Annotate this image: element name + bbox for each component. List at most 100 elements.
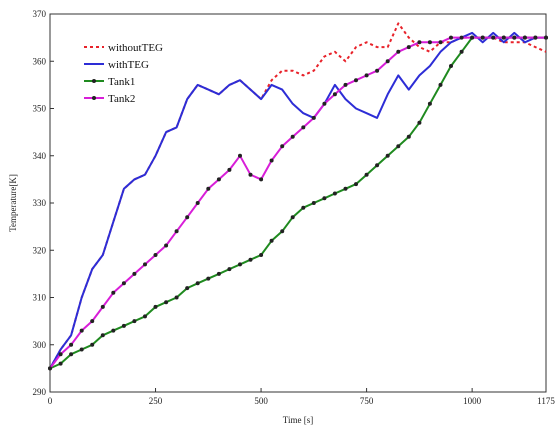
data-point-tank1: [143, 314, 147, 319]
data-point-tank2: [280, 144, 285, 149]
data-point-tank1: [58, 361, 63, 366]
x-tick-label: 250: [149, 396, 163, 406]
data-point-tank2: [427, 40, 432, 45]
data-point-tank1: [375, 163, 380, 168]
y-tick-label: 330: [33, 198, 47, 208]
data-point-tank2: [290, 134, 295, 139]
data-point-tank1: [427, 101, 432, 106]
data-point-tank2: [227, 167, 232, 172]
data-point-tank2: [417, 40, 422, 45]
data-point-tank1: [459, 49, 464, 54]
legend: withoutTEG withTEG Tank1 Tank2: [84, 42, 163, 105]
data-point-tank1: [238, 262, 242, 267]
data-point-tank2: [174, 229, 179, 234]
series-line-withoutteg: [49, 22, 547, 369]
y-tick-label: 310: [33, 293, 47, 303]
x-tick-label: 0: [48, 396, 53, 406]
data-point-tank2: [143, 262, 147, 267]
data-point-tank2: [206, 186, 211, 191]
y-tick-label: 290: [33, 387, 47, 397]
data-point-tank1: [206, 276, 211, 281]
data-point-tank2: [501, 35, 506, 40]
data-point-tank1: [406, 134, 411, 139]
data-point-tank2: [195, 201, 200, 205]
data-point-tank2: [322, 101, 327, 106]
data-point-tank1: [185, 286, 190, 291]
y-tick-label: 360: [33, 56, 47, 66]
x-axis-label: Time [s]: [283, 415, 313, 425]
data-point-tank2: [100, 304, 105, 309]
data-point-tank1: [301, 205, 306, 210]
plot-area: [49, 13, 547, 393]
data-point-tank1: [121, 323, 126, 328]
data-point-tank2: [470, 35, 475, 40]
data-point-tank2: [332, 92, 337, 97]
y-axis-label: Temperature[K]: [8, 174, 18, 232]
data-point-tank1: [259, 253, 264, 257]
data-point-tank2: [69, 342, 74, 347]
legend-marker-tank2: [92, 96, 96, 100]
data-point-tank2: [544, 35, 548, 40]
data-point-tank1: [396, 144, 401, 149]
data-point-tank2: [480, 35, 485, 40]
data-point-tank1: [311, 201, 316, 205]
data-point-tank1: [322, 196, 327, 201]
data-point-tank2: [522, 35, 527, 40]
data-point-tank1: [269, 238, 274, 243]
x-tick-label: 500: [254, 396, 268, 406]
data-point-tank1: [79, 347, 84, 352]
data-point-tank1: [248, 257, 253, 262]
data-point-tank1: [417, 120, 422, 125]
series-layer: [48, 22, 548, 371]
data-point-tank1: [290, 215, 295, 220]
data-point-tank1: [132, 319, 137, 324]
y-tick-label: 340: [33, 151, 47, 161]
data-point-tank1: [216, 271, 221, 276]
data-point-tank2: [111, 290, 116, 295]
legend-label-tank1: Tank1: [108, 76, 135, 88]
data-point-tank1: [385, 153, 390, 158]
data-point-tank2: [301, 125, 306, 130]
y-tick-label: 300: [33, 340, 47, 350]
data-point-tank1: [69, 352, 74, 357]
data-point-tank2: [259, 177, 264, 182]
y-tick-label: 320: [33, 245, 47, 255]
x-tick-label: 750: [360, 396, 374, 406]
data-point-tank1: [227, 267, 232, 272]
data-point-tank2: [238, 153, 242, 158]
data-point-tank2: [364, 73, 369, 78]
data-point-tank1: [90, 342, 95, 347]
x-tick-label: 1000: [463, 396, 482, 406]
data-point-tank1: [174, 295, 179, 300]
data-point-tank2: [512, 35, 517, 40]
data-point-tank2: [216, 177, 221, 182]
data-point-tank1: [100, 333, 105, 338]
data-point-tank1: [164, 300, 169, 305]
data-point-tank2: [375, 68, 380, 73]
data-point-tank2: [248, 172, 253, 177]
data-point-tank1: [111, 328, 116, 333]
data-point-tank1: [280, 229, 285, 234]
data-point-tank2: [121, 281, 126, 286]
data-point-tank2: [396, 49, 401, 54]
legend-label-withteg: withTEG: [108, 59, 149, 71]
y-tick-label: 370: [33, 9, 47, 19]
data-point-tank2: [79, 328, 84, 333]
legend-marker-tank1: [92, 79, 96, 83]
data-point-tank2: [459, 35, 464, 40]
data-point-tank1: [343, 186, 348, 191]
data-point-tank2: [533, 35, 538, 40]
data-point-tank2: [406, 45, 411, 50]
data-point-tank2: [449, 35, 453, 40]
x-tick-label: 1175: [537, 396, 555, 406]
data-point-tank1: [364, 172, 369, 177]
legend-label-tank2: Tank2: [108, 93, 135, 105]
data-point-tank2: [438, 40, 443, 45]
data-point-tank2: [164, 243, 169, 248]
data-point-tank2: [90, 319, 95, 324]
legend-label-withoutteg: withoutTEG: [108, 42, 163, 54]
data-point-tank2: [385, 59, 390, 64]
data-point-tank2: [491, 35, 496, 40]
data-point-tank2: [58, 352, 63, 357]
